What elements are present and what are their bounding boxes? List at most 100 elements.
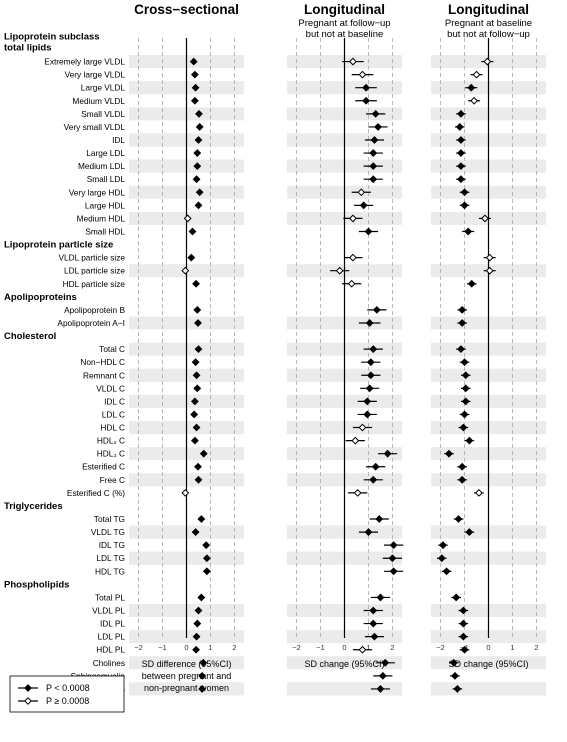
point-estimate (475, 488, 483, 497)
legend-label: P < 0.0008 (46, 683, 90, 693)
point-estimate (376, 685, 385, 693)
group-label: Lipoprotein subclass (4, 32, 100, 43)
point-estimate (363, 410, 372, 419)
legend-marker (24, 684, 32, 692)
point-estimate (359, 201, 368, 210)
row-label: HDL₂ C (97, 436, 125, 446)
point-estimate (485, 253, 494, 262)
panel-subtitle: Pregnant at follow−up (298, 18, 390, 29)
point-estimate (372, 305, 381, 314)
point-estimate (190, 96, 199, 105)
point-estimate (194, 201, 203, 210)
row-label: Esterified C (%) (67, 488, 125, 498)
row-label: IDL PL (100, 619, 125, 629)
x-axis-label: SD change (95%CI) (304, 659, 384, 669)
point-estimate (348, 214, 357, 223)
point-estimate (464, 227, 473, 236)
point-estimate (365, 384, 374, 393)
point-estimate (458, 305, 467, 314)
x-tick-label: −2 (436, 643, 445, 652)
point-estimate (183, 214, 192, 223)
point-estimate (375, 515, 384, 523)
x-tick-label: 2 (390, 643, 394, 652)
point-estimate (181, 488, 190, 497)
x-tick-label: −2 (134, 643, 143, 652)
group-label: Apolipoproteins (4, 292, 77, 303)
point-estimate (190, 410, 199, 419)
point-estimate (467, 279, 476, 288)
point-estimate (335, 266, 344, 275)
point-estimate (195, 123, 204, 131)
row-label: Free C (100, 475, 125, 485)
row-label: Esterified C (82, 462, 125, 472)
point-estimate (192, 645, 200, 654)
x-tick-label: −1 (316, 643, 325, 652)
point-estimate (192, 423, 201, 432)
row-label: Large HDL (85, 200, 126, 210)
point-estimate (374, 123, 382, 131)
legend-box (9, 675, 125, 713)
row-label: Small VLDL (81, 109, 125, 119)
x-axis-label: between pregnant and (142, 671, 232, 681)
point-estimate (465, 436, 474, 445)
x-tick-label: −2 (292, 643, 301, 652)
point-estimate (485, 266, 494, 275)
point-estimate (369, 475, 378, 484)
point-estimate (465, 528, 474, 536)
point-estimate (181, 266, 190, 275)
point-estimate (193, 162, 202, 171)
x-axis-label: SD change (95%CI) (448, 659, 528, 669)
row-label: LDL PL (98, 632, 126, 642)
point-estimate (192, 279, 200, 288)
point-estimate (191, 358, 200, 367)
point-estimate (457, 175, 465, 184)
point-estimate (483, 57, 492, 66)
point-estimate (461, 397, 470, 406)
x-axis-label: SD difference (95%CI) (142, 659, 232, 669)
row-label: HDL TG (95, 566, 125, 576)
x-tick-label: 1 (510, 643, 514, 652)
point-estimate (192, 632, 201, 641)
row-label: Medium LDL (78, 161, 125, 171)
row-band (287, 682, 402, 696)
point-estimate (454, 515, 463, 523)
point-estimate (451, 671, 459, 680)
x-axis-label: non-pregnant women (144, 683, 229, 693)
row-label: VLDL C (96, 383, 125, 393)
point-estimate (369, 149, 378, 157)
point-estimate (369, 606, 378, 615)
point-estimate (194, 606, 203, 615)
point-estimate (194, 136, 203, 144)
point-estimate (458, 319, 467, 327)
row-label: Large LDL (86, 148, 125, 158)
row-label: IDL TG (99, 540, 125, 550)
point-estimate (198, 685, 206, 693)
point-estimate (192, 175, 201, 184)
row-label: Very large HDL (69, 187, 126, 197)
x-tick-label: −1 (158, 643, 167, 652)
point-estimate (202, 541, 211, 550)
row-label: HDL₃ C (97, 449, 125, 459)
point-estimate (192, 371, 201, 380)
row-label: Remnant C (83, 370, 125, 380)
point-estimate (365, 319, 374, 327)
point-estimate (449, 658, 458, 667)
point-estimate (357, 188, 366, 197)
point-estimate (191, 83, 200, 92)
point-estimate (480, 214, 489, 223)
point-estimate (460, 188, 469, 197)
point-estimate (194, 319, 202, 327)
point-estimate (472, 70, 481, 79)
group-label: Phospholipids (4, 579, 69, 590)
point-estimate (195, 109, 203, 118)
point-estimate (197, 593, 206, 602)
point-estimate (202, 554, 211, 563)
row-band (431, 656, 546, 670)
point-estimate (389, 541, 398, 550)
point-estimate (389, 567, 398, 576)
row-label: Apolipoprotein A−I (57, 318, 125, 328)
x-tick-label: 2 (534, 643, 538, 652)
point-estimate (366, 358, 375, 367)
point-estimate (194, 345, 203, 354)
point-estimate (460, 645, 469, 654)
